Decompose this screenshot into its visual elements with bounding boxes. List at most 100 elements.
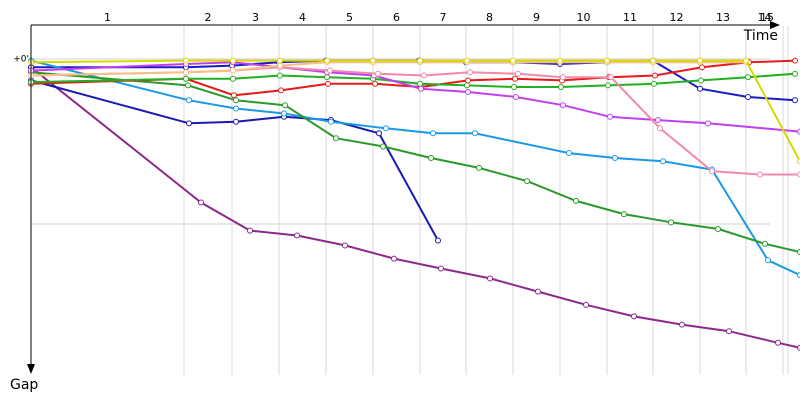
point (660, 158, 666, 165)
point (607, 113, 613, 120)
point (631, 313, 637, 320)
point (535, 288, 541, 295)
series-line (30, 71, 800, 253)
lap-label: 15 (760, 11, 774, 24)
point (428, 155, 434, 161)
point (697, 57, 703, 64)
point (383, 125, 389, 132)
point (282, 102, 288, 109)
point (417, 80, 423, 87)
point (324, 74, 330, 81)
point (277, 72, 283, 79)
point (650, 57, 656, 64)
point (604, 57, 610, 64)
point (370, 57, 376, 64)
plot (28, 57, 800, 351)
point (745, 93, 751, 100)
point (510, 57, 516, 64)
point (511, 84, 517, 91)
series-line (30, 61, 746, 77)
lap-label: 11 (623, 11, 637, 24)
point (464, 57, 470, 64)
lap-label: 10 (577, 11, 591, 24)
point (183, 75, 189, 82)
point (792, 57, 798, 64)
point (762, 240, 768, 247)
point (697, 85, 703, 92)
point (679, 321, 685, 328)
point (560, 102, 566, 109)
point (277, 62, 283, 69)
point (792, 70, 798, 77)
point (797, 158, 800, 165)
point (375, 70, 381, 77)
point (487, 275, 493, 282)
point (233, 118, 239, 125)
point (421, 72, 427, 79)
point (698, 77, 704, 84)
point (277, 57, 283, 64)
lap-label: 13 (716, 11, 730, 24)
point (621, 211, 627, 218)
point (797, 171, 800, 178)
point (745, 74, 751, 81)
point (233, 105, 239, 112)
point (797, 249, 800, 256)
lap-label: 14 (758, 11, 772, 24)
point (775, 339, 781, 346)
point (699, 64, 705, 71)
point (333, 135, 339, 142)
point (230, 57, 236, 64)
series-line (30, 61, 800, 133)
point (417, 57, 423, 64)
point (186, 97, 192, 104)
lap-label: 3 (252, 11, 259, 24)
point (380, 143, 386, 150)
point (230, 67, 236, 74)
point (418, 85, 424, 92)
lap-label: 1 (104, 11, 111, 24)
lap-label: 4 (299, 11, 306, 24)
series-line (30, 79, 439, 241)
point (325, 80, 331, 87)
point (281, 110, 287, 117)
point (605, 82, 611, 89)
point (430, 130, 436, 137)
point (797, 272, 800, 279)
point (391, 255, 397, 262)
point (376, 130, 382, 137)
point (438, 265, 444, 272)
point (324, 57, 330, 64)
y-tick-label: +0' (13, 55, 29, 65)
point (342, 242, 348, 249)
point (560, 74, 566, 81)
point (515, 70, 521, 77)
lap-label: 7 (440, 11, 447, 24)
y-axis-title: Gap (10, 377, 38, 393)
series-line (30, 66, 800, 349)
point (797, 344, 800, 351)
point (185, 82, 191, 89)
lap-label: 8 (486, 11, 493, 24)
point (573, 197, 579, 204)
point (652, 72, 658, 79)
point (765, 257, 771, 264)
point (513, 93, 519, 100)
point (657, 125, 663, 132)
point (608, 74, 614, 81)
lap-label: 12 (670, 11, 684, 24)
y-axis-arrow (27, 364, 35, 374)
lap-label: 5 (346, 11, 353, 24)
point (743, 57, 749, 64)
point (465, 77, 471, 84)
point (183, 69, 189, 76)
point (435, 237, 441, 244)
point (612, 155, 618, 161)
point (230, 75, 236, 82)
point (467, 69, 473, 76)
point (705, 120, 711, 127)
point (566, 150, 572, 157)
x-axis-title: Time (743, 28, 778, 44)
